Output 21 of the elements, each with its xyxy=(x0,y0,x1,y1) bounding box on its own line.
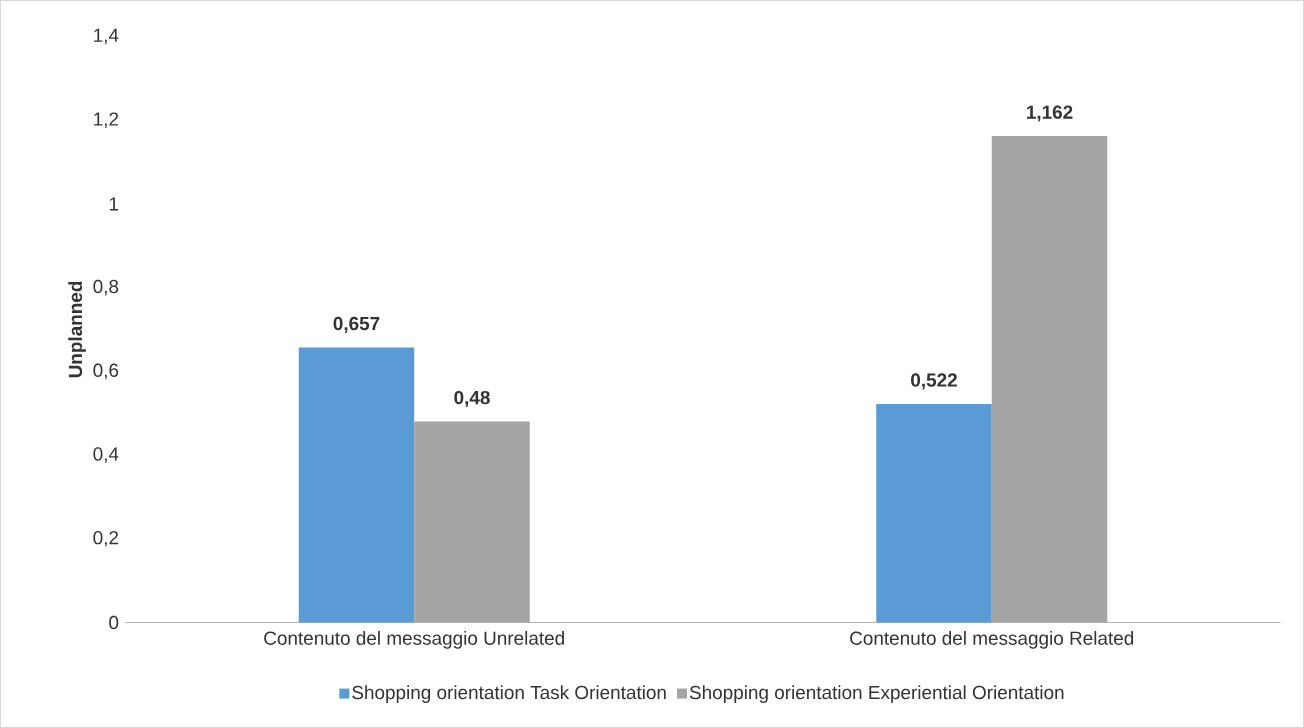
bar xyxy=(298,347,415,623)
y-tick-label: 1,2 xyxy=(94,112,119,129)
y-tick-label: 0,8 xyxy=(93,279,119,296)
data-label: 1,162 xyxy=(1027,105,1073,122)
bar xyxy=(876,404,992,623)
data-label: 0,522 xyxy=(911,373,957,390)
bar xyxy=(991,136,1108,623)
y-tick-label: 0,6 xyxy=(93,363,119,380)
bar xyxy=(414,421,530,623)
y-tick-label: 0 xyxy=(109,615,119,630)
x-tick-label: Contenuto del messaggio Unrelated xyxy=(264,631,564,649)
legend-label: Shopping orientation Experiential Orientation xyxy=(689,685,1064,703)
legend-label: Shopping orientation Task Orientation xyxy=(352,685,666,703)
data-label: 0,48 xyxy=(454,390,490,408)
y-tick-label: 0,4 xyxy=(93,447,119,463)
y-tick-label: 1 xyxy=(109,197,119,211)
y-axis-title: Unplanned xyxy=(68,281,86,378)
y-tick-label: 1,4 xyxy=(94,28,119,45)
x-tick-label: Contenuto del messaggio Related xyxy=(850,631,1134,649)
y-tick-label: 0,2 xyxy=(93,530,119,547)
data-label: 0,657 xyxy=(333,316,380,333)
